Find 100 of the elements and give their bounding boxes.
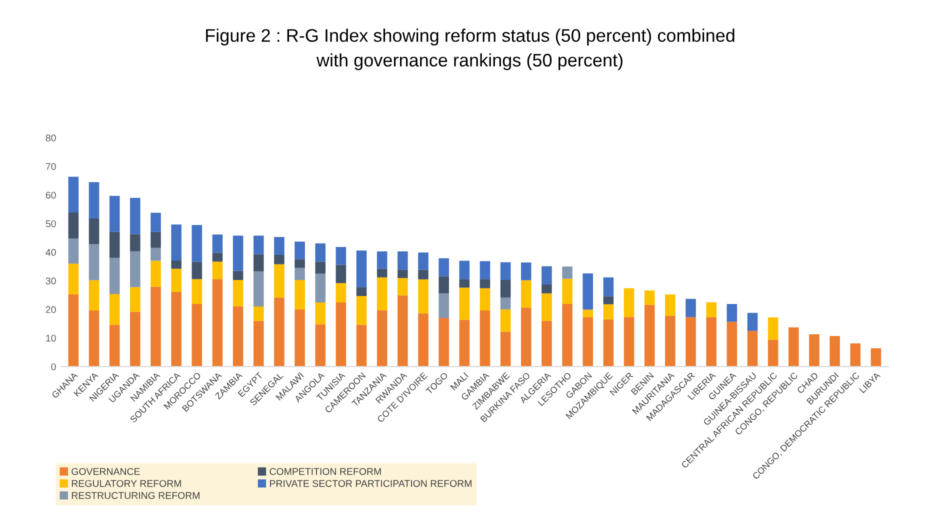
bar xyxy=(336,283,346,303)
legend-label: GOVERNANCE xyxy=(72,468,140,475)
bar xyxy=(603,304,614,320)
bar xyxy=(232,280,244,306)
y-tick-label: 60 xyxy=(46,192,56,199)
bar xyxy=(294,259,305,268)
bar xyxy=(253,306,264,321)
bar xyxy=(582,310,594,318)
bar xyxy=(109,324,120,367)
bar xyxy=(294,309,305,367)
bar xyxy=(68,176,79,212)
legend-label: REGULATORY REFORM xyxy=(72,480,181,487)
chart-title: Figure 2 : R-G Index showing reform status (50 percent) combined with governance rankings (50 percent) xyxy=(206,28,734,70)
bar xyxy=(480,261,490,280)
bar xyxy=(398,251,408,270)
bar xyxy=(232,236,244,271)
bar xyxy=(624,288,634,318)
bar xyxy=(294,242,305,260)
bar xyxy=(212,262,223,280)
bar xyxy=(356,296,367,325)
bar xyxy=(68,238,79,264)
bar xyxy=(459,260,470,280)
bar xyxy=(192,304,202,367)
bar xyxy=(480,288,490,311)
bar xyxy=(68,212,79,238)
bar xyxy=(500,298,511,310)
bar xyxy=(398,278,408,296)
bar xyxy=(418,270,428,280)
bar xyxy=(109,258,120,294)
bar xyxy=(459,279,470,288)
y-tick-label: 40 xyxy=(46,248,56,256)
bar xyxy=(521,280,532,308)
bar xyxy=(192,225,202,262)
bar xyxy=(376,251,388,269)
bar xyxy=(88,218,100,244)
bar xyxy=(315,324,326,367)
bar xyxy=(542,293,552,321)
bar xyxy=(665,294,676,316)
y-tick-label: 30 xyxy=(46,278,56,284)
legend-label: RESTRUCTURING REFORM xyxy=(72,492,200,499)
bar xyxy=(398,295,408,367)
bar xyxy=(459,288,470,320)
bar xyxy=(130,251,140,288)
bar xyxy=(356,324,367,367)
bar xyxy=(130,234,140,252)
bar xyxy=(356,250,367,288)
y-tick-label: 50 xyxy=(46,220,56,228)
bar xyxy=(768,340,778,367)
bar xyxy=(68,294,79,367)
bar xyxy=(253,271,264,307)
bar xyxy=(88,280,100,311)
legend-label: PRIVATE SECTOR PARTICIPATION REFORM xyxy=(270,480,472,487)
bar xyxy=(150,286,161,367)
bar xyxy=(438,318,449,367)
bar xyxy=(109,232,120,258)
y-tick-label: 0 xyxy=(51,363,56,370)
bar xyxy=(603,296,614,304)
bar xyxy=(315,274,326,303)
bar xyxy=(212,252,223,262)
bar xyxy=(274,255,284,264)
bar xyxy=(582,273,594,310)
bar xyxy=(809,334,820,367)
bar xyxy=(88,182,100,218)
bar xyxy=(150,212,161,232)
bar xyxy=(686,317,696,367)
bar xyxy=(274,237,284,256)
bar xyxy=(336,264,346,284)
bar xyxy=(376,268,388,278)
bar xyxy=(253,254,264,272)
bar xyxy=(644,290,655,305)
bar xyxy=(192,279,202,304)
bar xyxy=(109,294,120,325)
bar xyxy=(315,262,326,274)
bar xyxy=(418,279,428,314)
bar xyxy=(521,308,532,367)
bar xyxy=(562,278,572,304)
y-tick-label: 70 xyxy=(46,163,56,170)
bar xyxy=(768,317,778,340)
bar xyxy=(438,258,449,276)
bar xyxy=(582,317,594,367)
bar xyxy=(603,319,614,367)
bar xyxy=(747,312,758,331)
bar xyxy=(706,302,716,318)
bar xyxy=(830,336,840,367)
bar xyxy=(788,327,799,367)
bar xyxy=(336,247,346,265)
bar xyxy=(150,260,161,287)
bar xyxy=(500,262,511,280)
bar xyxy=(521,262,532,280)
bar xyxy=(747,330,758,367)
bar xyxy=(500,309,511,332)
bar xyxy=(130,198,140,234)
bar xyxy=(336,302,346,367)
bar xyxy=(130,312,140,367)
bar xyxy=(232,270,244,280)
y-tick-label: 10 xyxy=(46,334,56,342)
bar xyxy=(726,322,738,367)
bar xyxy=(294,280,305,310)
bar xyxy=(253,320,264,367)
y-tick-label: 20 xyxy=(46,306,56,314)
